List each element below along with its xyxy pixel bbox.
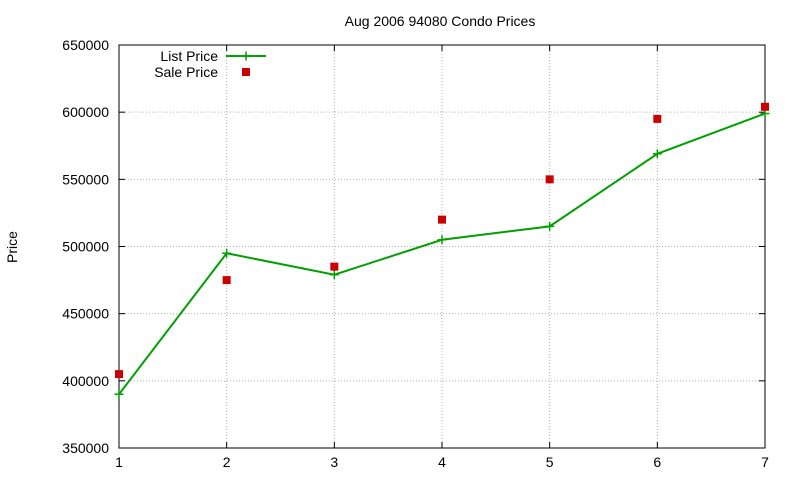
y-tick-label: 600000 [62, 104, 109, 120]
x-tick-label: 5 [546, 454, 554, 470]
grid-lines [119, 45, 765, 448]
data-point [222, 248, 232, 258]
legend-marker [241, 51, 251, 61]
data-point [438, 215, 446, 224]
data-point [761, 102, 769, 111]
data-point [545, 175, 554, 184]
x-tick-label: 4 [438, 454, 446, 470]
series [114, 102, 770, 399]
y-tick-label: 500000 [62, 239, 109, 255]
y-tick-label: 350000 [62, 440, 109, 456]
legend-label: List Price [160, 48, 218, 64]
legend-item: Sale Price [154, 64, 250, 80]
x-tick-label: 3 [330, 454, 338, 470]
x-tick-label: 1 [115, 454, 123, 470]
data-point [330, 262, 339, 271]
data-point [114, 389, 124, 399]
y-tick-label: 550000 [62, 171, 109, 187]
series-sale-price [115, 102, 769, 379]
series-list-price [114, 109, 770, 399]
x-tick-label: 7 [761, 454, 769, 470]
data-point [437, 235, 447, 245]
x-tick-label: 6 [653, 454, 661, 470]
data-point [545, 221, 555, 231]
y-axis-title: Price [4, 231, 20, 263]
axes: 1 2 3 4 5 6 7 350000 400000 450000 500000 550000 600… [62, 37, 769, 470]
data-point [222, 276, 231, 285]
y-tick-label: 400000 [62, 373, 109, 389]
data-point [115, 370, 123, 379]
legend-item: List Price [160, 48, 266, 64]
series-line [118, 112, 766, 395]
data-point [653, 114, 662, 123]
data-point [329, 270, 339, 280]
data-point [652, 149, 662, 159]
x-tick-label: 2 [223, 454, 231, 470]
legend-label: Sale Price [154, 64, 218, 80]
y-tick-label: 450000 [62, 306, 109, 322]
legend-marker [242, 68, 250, 76]
y-tick-label: 650000 [62, 37, 109, 53]
chart-title: Aug 2006 94080 Condo Prices [345, 13, 536, 29]
